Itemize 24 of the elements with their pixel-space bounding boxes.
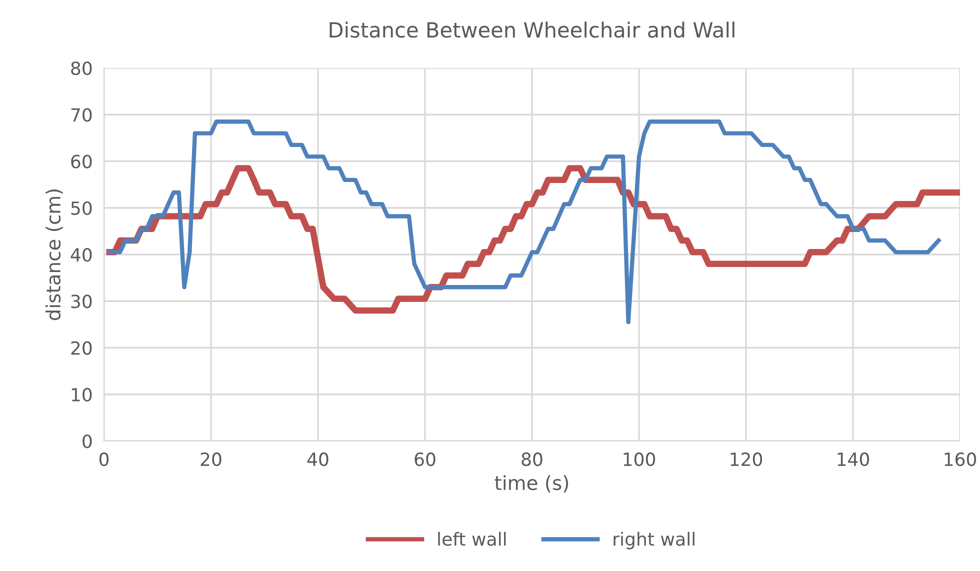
y-tick-label: 60 <box>71 154 92 168</box>
x-tick-label: 20 <box>200 452 222 466</box>
y-tick-label: 30 <box>71 294 92 308</box>
line-series <box>107 120 941 324</box>
x-tick-label: 80 <box>522 452 542 466</box>
x-tick-label: 0 <box>99 452 109 466</box>
x-tick-label: 140 <box>838 452 870 466</box>
y-tick-label: 0 <box>82 434 92 448</box>
chart-title: Distance Between Wheelchair and Wall <box>330 22 734 38</box>
y-tick-label: 10 <box>72 388 92 402</box>
x-tick-label: 60 <box>414 452 436 466</box>
x-tick-label: 160 <box>944 452 976 466</box>
x-tick-label: 40 <box>307 452 328 466</box>
x-axis-title: time (s) <box>494 475 568 492</box>
y-tick-label: 40 <box>70 248 92 262</box>
y-axis-title: distance (cm) <box>46 189 63 320</box>
x-tick-label: 120 <box>730 452 762 466</box>
y-tick-label: 70 <box>71 108 92 122</box>
y-tick-label: 50 <box>71 201 92 215</box>
y-tick-label: 80 <box>71 61 92 76</box>
legend-label: right wall <box>614 532 694 550</box>
x-tick-label: 100 <box>624 452 656 466</box>
legend-label: left wall <box>438 532 506 546</box>
y-tick-label: 20 <box>71 341 92 355</box>
